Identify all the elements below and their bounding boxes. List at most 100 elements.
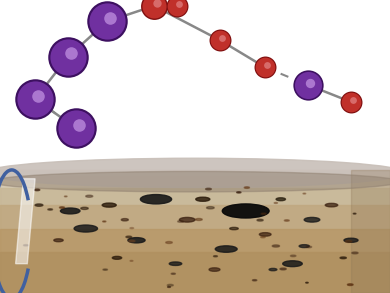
- Ellipse shape: [269, 268, 277, 271]
- Ellipse shape: [276, 198, 285, 201]
- Point: [176, 2, 183, 6]
- Ellipse shape: [346, 241, 352, 242]
- Ellipse shape: [102, 203, 116, 207]
- Ellipse shape: [206, 188, 211, 190]
- Point: [32, 97, 38, 101]
- Bar: [351, 170, 390, 293]
- Polygon shape: [16, 179, 35, 264]
- Ellipse shape: [280, 268, 286, 270]
- Point: [305, 83, 311, 87]
- Point: [151, 4, 157, 8]
- Ellipse shape: [23, 245, 28, 246]
- Ellipse shape: [128, 238, 145, 243]
- Ellipse shape: [167, 284, 173, 286]
- Ellipse shape: [325, 203, 338, 207]
- Ellipse shape: [257, 219, 263, 221]
- Ellipse shape: [291, 255, 296, 257]
- Ellipse shape: [103, 269, 108, 270]
- Ellipse shape: [34, 189, 40, 191]
- Ellipse shape: [126, 236, 132, 238]
- Ellipse shape: [179, 217, 195, 222]
- Ellipse shape: [0, 158, 390, 188]
- Point: [262, 65, 268, 70]
- Point: [154, 0, 160, 5]
- Point: [307, 80, 313, 85]
- Ellipse shape: [274, 202, 277, 203]
- Ellipse shape: [169, 262, 182, 265]
- Bar: [0, 170, 390, 293]
- Point: [348, 100, 354, 104]
- Ellipse shape: [140, 195, 172, 204]
- Ellipse shape: [54, 239, 63, 242]
- Ellipse shape: [340, 257, 346, 259]
- Ellipse shape: [207, 207, 214, 209]
- Ellipse shape: [237, 192, 241, 193]
- Point: [217, 38, 223, 43]
- Ellipse shape: [166, 241, 172, 243]
- Ellipse shape: [103, 221, 106, 222]
- Bar: [0, 188, 390, 293]
- Ellipse shape: [284, 220, 289, 221]
- Ellipse shape: [74, 225, 98, 232]
- Ellipse shape: [60, 207, 64, 208]
- Point: [264, 63, 270, 67]
- Ellipse shape: [252, 280, 257, 281]
- Point: [305, 83, 311, 87]
- Point: [104, 19, 110, 24]
- Ellipse shape: [81, 207, 88, 209]
- Bar: [0, 170, 390, 293]
- Ellipse shape: [244, 187, 250, 188]
- Point: [219, 36, 225, 40]
- Ellipse shape: [214, 256, 217, 257]
- Ellipse shape: [230, 227, 238, 230]
- Ellipse shape: [304, 217, 320, 222]
- Ellipse shape: [222, 204, 269, 218]
- Point: [350, 97, 356, 102]
- Ellipse shape: [272, 245, 280, 247]
- Ellipse shape: [283, 261, 302, 267]
- Ellipse shape: [352, 252, 358, 254]
- Point: [348, 100, 354, 104]
- Ellipse shape: [130, 228, 134, 229]
- Ellipse shape: [259, 233, 271, 236]
- Bar: [0, 229, 390, 293]
- Point: [35, 93, 41, 98]
- Bar: [0, 252, 390, 293]
- Ellipse shape: [195, 219, 202, 221]
- Point: [68, 51, 74, 56]
- Ellipse shape: [347, 284, 353, 285]
- Point: [104, 19, 110, 24]
- Bar: [0, 205, 390, 293]
- Point: [217, 38, 223, 43]
- Ellipse shape: [215, 246, 237, 252]
- Ellipse shape: [306, 282, 308, 283]
- Ellipse shape: [35, 204, 43, 206]
- Ellipse shape: [60, 208, 80, 214]
- Ellipse shape: [306, 246, 312, 248]
- Ellipse shape: [196, 197, 210, 201]
- Ellipse shape: [209, 268, 220, 271]
- Ellipse shape: [121, 219, 128, 221]
- Ellipse shape: [303, 193, 306, 194]
- Bar: [0, 176, 390, 293]
- Ellipse shape: [48, 209, 53, 210]
- Ellipse shape: [0, 171, 390, 192]
- Point: [76, 122, 82, 127]
- Point: [174, 4, 181, 9]
- Point: [151, 4, 157, 8]
- Point: [174, 4, 181, 9]
- Ellipse shape: [261, 213, 266, 214]
- Ellipse shape: [64, 196, 67, 197]
- Ellipse shape: [299, 245, 309, 248]
- Ellipse shape: [86, 195, 93, 197]
- Ellipse shape: [353, 213, 356, 214]
- Ellipse shape: [129, 240, 135, 242]
- Point: [65, 54, 71, 59]
- Ellipse shape: [344, 238, 358, 242]
- Point: [73, 126, 79, 130]
- Point: [65, 54, 71, 59]
- Ellipse shape: [171, 273, 176, 274]
- Ellipse shape: [112, 256, 122, 259]
- Point: [32, 97, 38, 101]
- Ellipse shape: [261, 236, 265, 238]
